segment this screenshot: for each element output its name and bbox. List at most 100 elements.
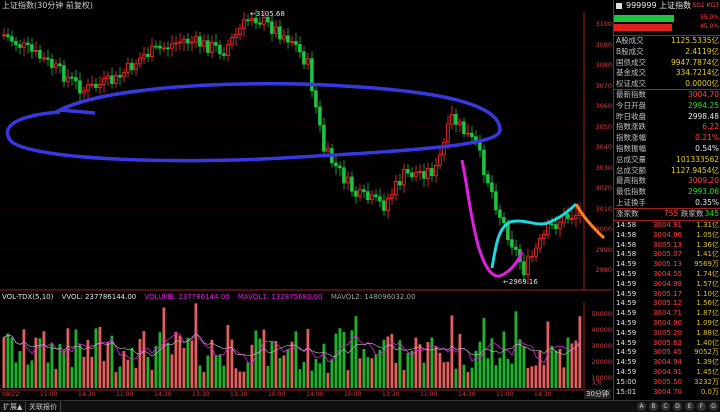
volume-bar — [54, 368, 58, 388]
related-quotes-tab[interactable]: 关联报价 — [26, 402, 61, 412]
volume-bar — [294, 331, 298, 388]
expand-tab[interactable]: 扩展▲ — [0, 402, 27, 412]
volume-bar — [534, 365, 538, 388]
candlestick-chart[interactable] — [0, 0, 612, 411]
signal-badge: SG1 KG3 — [692, 2, 719, 9]
tick-volume: 9052万 — [694, 348, 719, 357]
candle-body — [570, 218, 574, 220]
menu-square-icon[interactable] — [616, 3, 622, 9]
candle-body — [234, 33, 238, 39]
toolbar-circle-icon[interactable]: F — [697, 402, 706, 411]
toolbar-circle-icon[interactable]: E — [685, 402, 694, 411]
tick-time: 14:59 — [616, 358, 637, 367]
volume-bar — [178, 335, 182, 388]
volume-bar — [190, 340, 194, 388]
price-axis-label: 3070 — [595, 81, 612, 90]
volume-bar — [486, 358, 490, 388]
index-stat-value: 2994.25 — [687, 100, 719, 110]
buy-strength-bar: 55.0% — [614, 14, 720, 22]
candle-body — [122, 72, 126, 78]
index-stat-row: 总成交量 101333562 — [614, 155, 720, 165]
candle-body — [458, 121, 462, 125]
tick-price: 3005.20 — [653, 328, 682, 337]
candle-body — [382, 200, 386, 211]
index-stat-row: 上证换手 0.35% — [614, 198, 720, 208]
price-axis-label: 3030 — [595, 163, 612, 172]
volume-bar — [194, 303, 198, 388]
tick-price: 3004.71 — [653, 309, 682, 318]
candle-body — [482, 149, 486, 176]
candle-body — [246, 19, 250, 22]
volume-bar — [34, 337, 38, 388]
candle-body — [66, 76, 70, 82]
toolbar-circle-icon[interactable]: G — [709, 402, 718, 411]
volume-bar — [334, 333, 338, 388]
volume-bar — [318, 363, 322, 388]
tick-row: 14:59 3005.12 1.56亿 — [614, 299, 720, 308]
volume-bar — [434, 346, 438, 388]
candle-body — [262, 16, 266, 25]
turnover-stat-row: B股成交 2.4119亿 — [614, 47, 720, 57]
volume-bar — [162, 307, 166, 388]
candle-body — [134, 63, 138, 71]
tick-time: 14:58 — [616, 221, 637, 229]
tick-time: 14:59 — [616, 309, 637, 318]
candle-body — [194, 36, 198, 43]
candle-body — [426, 168, 430, 179]
volume-bar — [326, 372, 330, 388]
volume-bar — [390, 334, 394, 388]
candle-body — [302, 51, 306, 65]
volume-bar — [374, 354, 378, 388]
volume-bar — [14, 362, 18, 388]
volume-bar — [70, 367, 74, 388]
volume-bar — [454, 368, 458, 388]
candle-body — [6, 34, 10, 38]
tick-row: 14:58 3005.07 1.41亿 — [614, 250, 720, 259]
volume-bar — [410, 350, 414, 388]
toolbar-circle-icon[interactable]: B — [649, 402, 658, 411]
time-axis-label: 14:30 — [458, 391, 476, 398]
tick-volume: 0.0万 — [700, 387, 719, 396]
candle-body — [186, 38, 190, 44]
volume-bar — [362, 349, 366, 388]
candle-body — [18, 44, 22, 48]
tick-time: 15:00 — [616, 377, 637, 386]
turnover-stat-row: 基金成交 334.7214亿 — [614, 68, 720, 78]
volume-bar — [426, 341, 430, 388]
tick-price: 3005.13 — [653, 240, 682, 249]
toolbar-circle-icon[interactable]: D — [673, 402, 682, 411]
chart-area[interactable]: 上证指数(30分钟 前复权) ←3105.68 ←2969.16 3100 309… — [0, 0, 612, 411]
index-stat-row: 指数涨幅 0.21% — [614, 133, 720, 143]
candle-body — [14, 40, 18, 46]
volume-bar — [514, 311, 518, 388]
volume-bar — [322, 343, 326, 388]
index-stat-row: 指数涨跌 6.22 — [614, 122, 720, 132]
candle-body — [414, 171, 418, 178]
time-axis-label: 14:30 — [78, 391, 96, 398]
tick-volume: 1.10亿 — [696, 289, 719, 298]
candle-body — [290, 41, 294, 43]
vol-indicator-name[interactable]: VOL-TDX(5,10) — [2, 293, 54, 301]
candle-body — [554, 224, 558, 230]
toolbar-circle-icon[interactable]: A — [637, 402, 646, 411]
volume-bar — [358, 358, 362, 388]
volume-bar — [310, 370, 314, 388]
candle-body — [418, 171, 422, 173]
toolbar-circle-icon[interactable]: C — [661, 402, 670, 411]
candle-body — [286, 35, 290, 43]
candle-body — [242, 19, 246, 30]
volume-axis: 50000 40000 30000 20000 10000 — [584, 302, 612, 390]
candle-body — [2, 34, 6, 37]
period-tab[interactable]: 30分钟 — [584, 389, 611, 399]
magenta-curve-annotation — [460, 159, 524, 278]
candle-body — [390, 194, 394, 199]
index-stat-value: 1127.9454亿 — [670, 165, 719, 175]
index-stat-value: 2998.48 — [687, 111, 719, 121]
candle-body — [490, 182, 494, 193]
tick-volume: 1.56亿 — [696, 299, 719, 308]
index-stat-label: 今日开盘 — [616, 100, 646, 110]
time-axis-label: 14:30 — [534, 391, 552, 398]
tick-price: 3004.96 — [653, 230, 682, 239]
time-axis-label: 13:30 — [230, 391, 248, 398]
